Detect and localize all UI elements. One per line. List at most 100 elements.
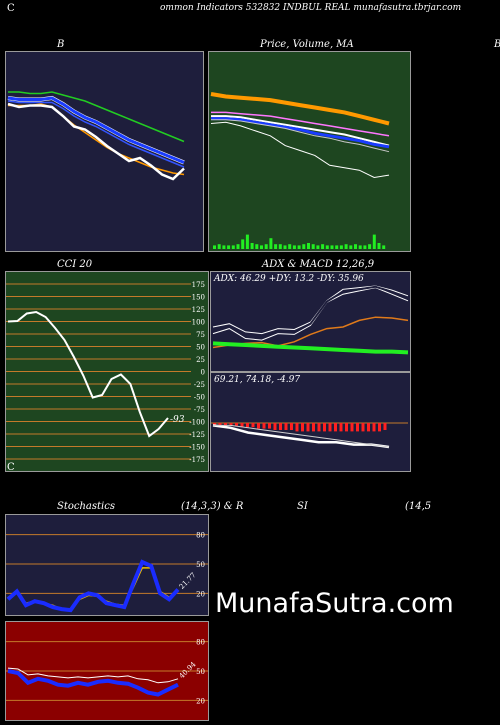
bb-svg (7, 91, 185, 181)
rsi-white-line (7, 667, 179, 684)
volume-bar (339, 245, 343, 249)
macd-hist-bar (240, 423, 244, 428)
volume-bar (377, 243, 381, 249)
volume-bar (250, 243, 254, 249)
macd-hist-bar (361, 423, 365, 432)
macd-hist-bar (295, 423, 299, 432)
cci-title: CCI 20 (57, 259, 93, 270)
volume-bar (288, 244, 292, 249)
cci-tick-label: -100 (189, 419, 205, 427)
adx-values: ADX: 46.29 +DY: 13.2 -DY: 35.96 (214, 274, 364, 284)
macd-hist-bar (383, 423, 387, 430)
volume-bar (292, 245, 296, 249)
adx-title: ADX & MACD 12,26,9 (262, 259, 375, 270)
macd-white-line (212, 424, 390, 449)
ma-pink-line (211, 111, 390, 137)
osc-tick-label: 80 (196, 532, 205, 540)
stoch-params: (14,3,3) & R (181, 501, 244, 512)
adx-panel: ADX: 46.29 +DY: 13.2 -DY: 35.96 (210, 271, 411, 372)
volume-bar (245, 234, 249, 249)
cci-tick-label: 0 (201, 369, 205, 377)
volume-bar (213, 245, 216, 249)
volume-bar (241, 239, 245, 249)
volume-bar (264, 244, 268, 249)
volume-bar (382, 245, 386, 249)
macd-hist-bar (306, 423, 310, 432)
cci-last-label: -93 (170, 415, 185, 425)
cci-svg: 175 150 125 100 75 50 25 0 -25 -50 -75 -100 -125 -150… (6, 281, 205, 464)
cci-line (7, 310, 169, 438)
macd-hist-bar (246, 423, 249, 428)
macd-hist-bar (273, 423, 277, 430)
macd-hist-bar (284, 423, 288, 430)
rsi-blue-line (7, 669, 179, 697)
volume-bar (358, 245, 362, 249)
macd-hist-bar (257, 423, 260, 429)
price-panel (208, 51, 411, 252)
cci-tick-label: -25 (194, 381, 205, 389)
cci-tick-label: 25 (196, 356, 205, 364)
rsi-panel: 80 50 20 40.94 (5, 621, 209, 721)
rsi-params: (14,5 (405, 501, 432, 512)
cci-panel: 175 150 125 100 75 50 25 0 -25 -50 -75 -100 -125 -150… (5, 271, 209, 472)
macd-hist-bar (378, 423, 381, 432)
macd-histogram (213, 423, 387, 432)
volume-bar (335, 245, 339, 249)
cci-tick-label: 100 (192, 319, 205, 327)
volume-bar (344, 244, 348, 249)
rsi-last-label: 40.94 (178, 660, 198, 680)
volume-bar (260, 245, 263, 249)
volume-bar (330, 245, 334, 249)
macd-hist-bar (367, 423, 370, 432)
adx-outer-line (212, 285, 409, 335)
price-svg (210, 92, 390, 249)
macd-hist-bar (328, 423, 332, 432)
header-left-fragment: C (7, 3, 15, 14)
macd-hist-bar (312, 423, 315, 432)
volume-bar (274, 244, 278, 249)
macd-hist-bar (350, 423, 354, 432)
bb-blue-lower-line (7, 100, 185, 168)
macd-hist-bar (235, 423, 238, 426)
stoch-svg: 80 50 20 21.77 (6, 532, 208, 613)
cci-tick-label: -75 (194, 406, 205, 414)
ma-orange-line (210, 92, 390, 126)
macd-hist-bar (290, 423, 293, 430)
rsi-svg: 80 50 20 40.94 (6, 639, 208, 705)
stoch-last-label: 21.77 (178, 571, 198, 591)
price-line (210, 121, 390, 179)
macd-hist-bar (279, 423, 282, 430)
cci-tick-label: 75 (196, 331, 205, 339)
stoch-panel: 80 50 20 21.77 (5, 514, 209, 616)
adx-svg (212, 285, 409, 355)
macd-hist-bar (262, 423, 266, 429)
volume-bar (307, 243, 310, 249)
macd-hist-bar (251, 423, 255, 428)
macd-hist-bar (372, 423, 376, 432)
ma-grey-line (211, 119, 390, 153)
volume-bars (213, 234, 386, 249)
volume-bar (283, 245, 287, 249)
right-fragment: B (494, 39, 500, 50)
macd-signal-line (213, 424, 390, 448)
stoch-title: Stochastics (57, 501, 115, 512)
macd-hist-bar (218, 423, 222, 426)
bb-price-line (7, 102, 185, 181)
cci-tick-label: 150 (192, 294, 205, 302)
volume-bar (255, 244, 259, 249)
bb-title: B (57, 39, 65, 50)
cci-tick-label: 50 (196, 344, 205, 352)
dy-green-line (212, 341, 409, 355)
volume-bar (217, 244, 221, 249)
macd-hist-bar (356, 423, 359, 432)
volume-bar (316, 245, 320, 249)
macd-hist-bar (334, 423, 337, 432)
volume-bar (222, 245, 226, 249)
volume-bar (363, 245, 367, 249)
volume-bar (269, 238, 273, 249)
volume-bar (297, 245, 301, 249)
rsi-title: SI (297, 501, 308, 512)
volume-bar (231, 245, 235, 249)
volume-bar (278, 244, 282, 249)
